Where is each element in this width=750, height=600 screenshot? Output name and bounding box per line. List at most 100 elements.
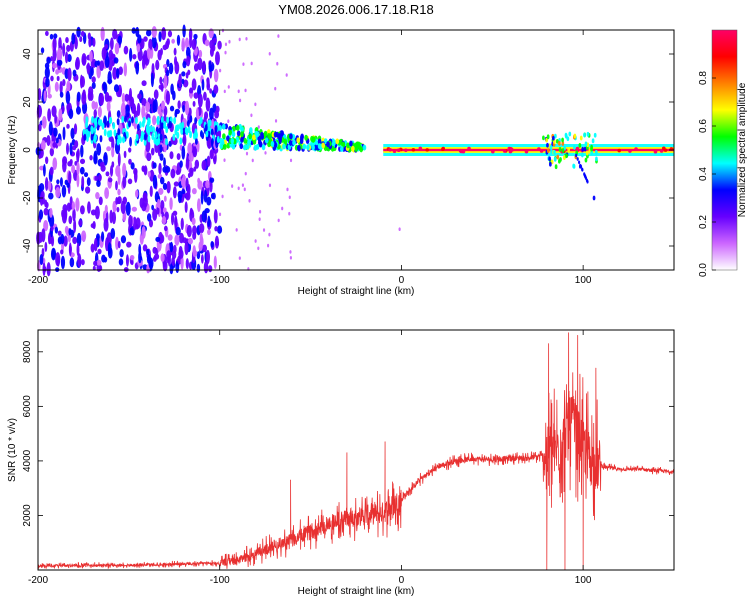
heatmap-cell — [160, 116, 164, 124]
heatmap-cell — [40, 47, 45, 54]
heatmap-cell — [55, 186, 61, 199]
heatmap-cell — [76, 173, 80, 188]
heatmap-cell — [176, 124, 180, 132]
heatmap-cell — [218, 124, 222, 131]
heatmap-cell — [120, 102, 126, 117]
heatmap-cell — [182, 133, 187, 147]
heatmap-cell — [260, 133, 265, 140]
heatmap-cell — [556, 154, 560, 160]
heatmap-cell — [191, 38, 197, 50]
heatmap-cell — [193, 92, 199, 99]
heatmap-cell — [592, 195, 596, 201]
heatmap-cell — [173, 244, 177, 254]
heatmap-cell — [206, 196, 212, 206]
heatmap-cell — [553, 156, 557, 162]
heatmap-cell — [159, 176, 165, 185]
heatmap-cell — [169, 263, 174, 275]
heatmap-cell — [47, 108, 52, 122]
heatmap-cell — [186, 119, 190, 127]
heatmap-cell — [219, 68, 222, 73]
heatmap-cell — [186, 183, 191, 196]
heatmap-cell — [197, 57, 203, 71]
heatmap-cell — [103, 151, 108, 166]
heatmap-cell — [142, 54, 148, 61]
heatmap-cell — [270, 140, 275, 147]
snr-peak-point — [290, 479, 291, 481]
heatmap-cell — [201, 210, 207, 223]
heatmap-cell — [198, 223, 205, 234]
heatmap-cell — [226, 142, 231, 149]
heatmap-cell — [263, 130, 268, 137]
heatmap-cell — [188, 107, 192, 117]
heatmap-cell — [268, 232, 271, 237]
heatmap-cell — [583, 173, 586, 178]
heatmap-cell — [231, 131, 236, 138]
heatmap-cell — [129, 254, 135, 261]
heatmap-cell — [121, 115, 125, 124]
heatmap-cell — [185, 72, 189, 79]
heatmap-cell — [147, 170, 151, 178]
heatmap-cell — [181, 189, 186, 195]
heatmap-cell — [117, 171, 121, 186]
heatmap-cell — [584, 141, 588, 147]
heatmap-cell — [56, 75, 60, 82]
heatmap-cell — [228, 129, 232, 136]
x-tick-label: 100 — [575, 575, 592, 586]
heatmap-cell — [72, 145, 77, 151]
heatmap-cell — [146, 248, 150, 256]
heatmap-cell — [53, 33, 58, 39]
heatmap-cell — [581, 167, 584, 172]
heatmap-cell — [180, 127, 184, 135]
heatmap-cell — [177, 100, 181, 109]
heatmap-cell — [163, 225, 168, 232]
heatmap-cell — [250, 61, 253, 66]
heatmap-cell — [167, 234, 173, 241]
heatmap-cell — [104, 187, 110, 199]
heatmap-cell — [45, 156, 49, 165]
heatmap-cell — [590, 144, 593, 150]
heatmap-cell — [236, 130, 241, 137]
heatmap-cell — [133, 169, 138, 183]
heatmap-cell — [552, 135, 555, 141]
heatmap-cell — [103, 82, 108, 95]
heatmap-cell — [143, 138, 147, 146]
heatmap-cell — [52, 47, 57, 62]
heatmap-cell — [112, 122, 116, 130]
heatmap-cell — [106, 120, 110, 128]
heatmap-cell — [198, 241, 203, 252]
heatmap-cell — [194, 117, 198, 125]
heatmap-cell — [69, 158, 73, 165]
heatmap-cell — [418, 146, 423, 151]
heatmap-cell — [78, 219, 83, 227]
heatmap-cell — [142, 195, 148, 208]
heatmap-cell — [128, 147, 132, 153]
heatmap-cell — [206, 155, 211, 167]
heatmap-cell — [302, 143, 307, 150]
heatmap-cell — [209, 47, 214, 57]
heatmap-cell — [99, 60, 105, 72]
heatmap-cell — [178, 249, 184, 259]
heatmap-cell — [113, 57, 119, 64]
heatmap-cell — [38, 209, 44, 220]
heatmap-cell — [258, 217, 261, 221]
x-tick-label: 0 — [399, 275, 405, 286]
heatmap-cell — [235, 228, 238, 232]
heatmap-cell — [106, 146, 112, 152]
heatmap-cell — [252, 134, 256, 141]
heatmap-cell — [205, 180, 210, 189]
heatmap-cell — [76, 26, 81, 38]
heatmap-cell — [182, 104, 186, 113]
heatmap-cell — [216, 135, 220, 144]
colorbar-label: Normalized spectral amplitude — [737, 82, 748, 217]
heatmap-cell — [184, 241, 189, 256]
heatmap-cell — [45, 77, 50, 88]
heatmap-cell — [155, 138, 159, 146]
heatmap-cell — [79, 36, 83, 43]
heatmap-cell — [99, 135, 103, 143]
heatmap-cell — [39, 254, 44, 266]
heatmap-cell — [41, 116, 47, 129]
heatmap-cell — [254, 102, 257, 107]
heatmap-cell — [502, 149, 507, 153]
heatmap-cell — [277, 132, 281, 139]
heatmap-cell — [184, 100, 190, 116]
